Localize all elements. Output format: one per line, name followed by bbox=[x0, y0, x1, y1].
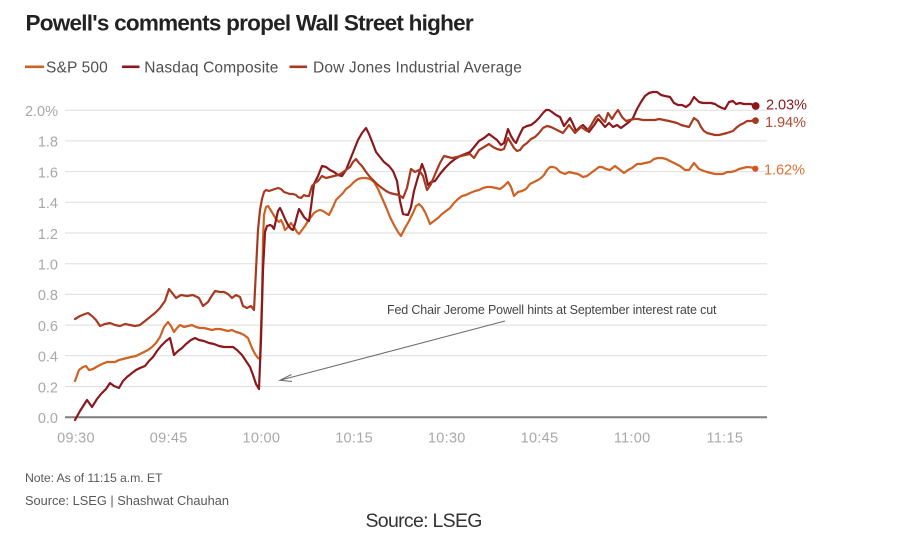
svg-text:0.4: 0.4 bbox=[38, 350, 58, 366]
svg-text:Dow Jones Industrial Average: Dow Jones Industrial Average bbox=[313, 60, 522, 77]
svg-text:Note: As of 11:15 a.m. ET: Note: As of 11:15 a.m. ET bbox=[25, 471, 163, 485]
svg-text:09:45: 09:45 bbox=[150, 431, 188, 447]
svg-text:11:00: 11:00 bbox=[614, 431, 651, 447]
svg-text:1.4: 1.4 bbox=[38, 196, 58, 212]
svg-text:0.6: 0.6 bbox=[38, 319, 58, 335]
svg-text:09:30: 09:30 bbox=[57, 431, 95, 447]
svg-text:1.6: 1.6 bbox=[38, 165, 58, 181]
svg-text:1.0: 1.0 bbox=[38, 258, 58, 274]
svg-text:10:15: 10:15 bbox=[335, 431, 373, 447]
svg-text:1.8: 1.8 bbox=[38, 135, 58, 151]
svg-text:2.0%: 2.0% bbox=[25, 104, 58, 120]
svg-text:10:30: 10:30 bbox=[428, 431, 466, 447]
svg-text:Source: LSEG: Source: LSEG bbox=[366, 510, 482, 532]
svg-text:1.2: 1.2 bbox=[38, 227, 58, 243]
svg-text:Nasdaq Composite: Nasdaq Composite bbox=[144, 60, 278, 77]
svg-text:1.62%: 1.62% bbox=[764, 163, 805, 179]
svg-text:10:00: 10:00 bbox=[243, 431, 281, 447]
svg-text:Source: LSEG | Shashwat Chauha: Source: LSEG | Shashwat Chauhan bbox=[25, 493, 229, 508]
svg-text:Powell's comments propel Wall: Powell's comments propel Wall Street hig… bbox=[26, 11, 474, 36]
svg-text:0.0: 0.0 bbox=[38, 411, 58, 427]
svg-text:11:15: 11:15 bbox=[707, 431, 744, 447]
svg-text:10:45: 10:45 bbox=[521, 431, 559, 447]
svg-text:0.2: 0.2 bbox=[38, 380, 58, 396]
svg-text:2.03%: 2.03% bbox=[766, 98, 807, 114]
svg-text:Fed Chair Jerome Powell hints: Fed Chair Jerome Powell hints at Septemb… bbox=[387, 303, 717, 317]
svg-text:0.8: 0.8 bbox=[38, 288, 58, 304]
svg-text:S&P 500: S&P 500 bbox=[46, 60, 108, 77]
svg-text:1.94%: 1.94% bbox=[765, 115, 806, 131]
